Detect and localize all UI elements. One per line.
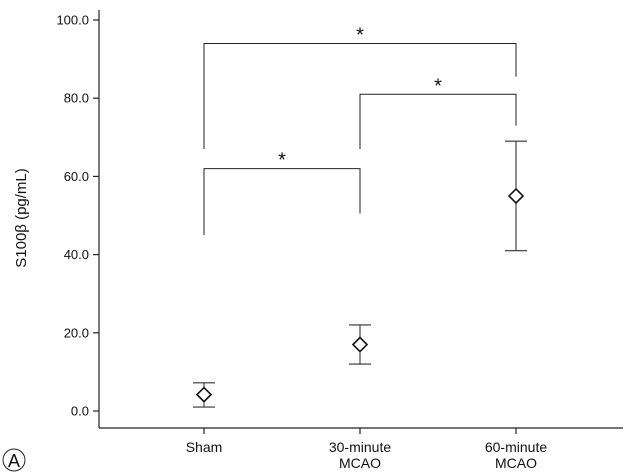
y-tick-label: 0.0: [71, 404, 89, 419]
panel-letter-circle: [2, 448, 26, 472]
significance-star: *: [434, 75, 442, 97]
y-tick-label: 20.0: [64, 325, 89, 340]
y-tick-label: 40.0: [64, 247, 89, 262]
significance-star: *: [278, 150, 286, 172]
y-axis-ticks: 0.0 20.0 40.0 60.0 80.0 100.0: [56, 13, 99, 419]
mean-diamond-marker: [195, 386, 213, 403]
significance-bracket: [359, 93, 517, 150]
y-tick-label: 80.0: [64, 91, 89, 106]
significance-bracket: [203, 168, 361, 236]
x-tick-label-line2: MCAO: [495, 455, 537, 471]
x-tick-label: Sham: [186, 439, 223, 455]
y-tick-label: 60.0: [64, 169, 89, 184]
plot-frame: [98, 10, 623, 429]
panel-letter: A: [8, 451, 20, 471]
mean-diamond-marker: [507, 187, 525, 205]
significance-star: *: [356, 24, 364, 46]
y-axis-label: S100β (pg/mL): [13, 168, 30, 268]
significance-brackets: * * *: [203, 24, 517, 236]
x-tick-label: 60-minute: [485, 439, 547, 455]
significance-bracket: [203, 42, 517, 150]
data-points: [193, 140, 527, 408]
y-tick-label: 100.0: [56, 13, 89, 28]
x-tick-label: 30-minute: [329, 439, 391, 455]
x-tick-label-line2: MCAO: [339, 455, 381, 471]
mean-diamond-marker: [351, 336, 369, 353]
